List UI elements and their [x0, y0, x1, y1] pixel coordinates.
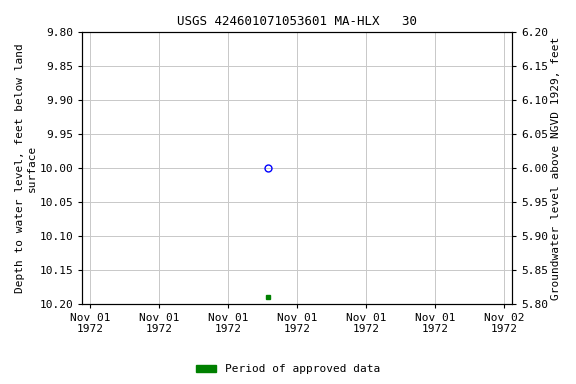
Y-axis label: Depth to water level, feet below land
surface: Depth to water level, feet below land su…: [15, 43, 37, 293]
Legend: Period of approved data: Period of approved data: [191, 359, 385, 379]
Title: USGS 424601071053601 MA-HLX   30: USGS 424601071053601 MA-HLX 30: [177, 15, 417, 28]
Y-axis label: Groundwater level above NGVD 1929, feet: Groundwater level above NGVD 1929, feet: [551, 36, 561, 300]
